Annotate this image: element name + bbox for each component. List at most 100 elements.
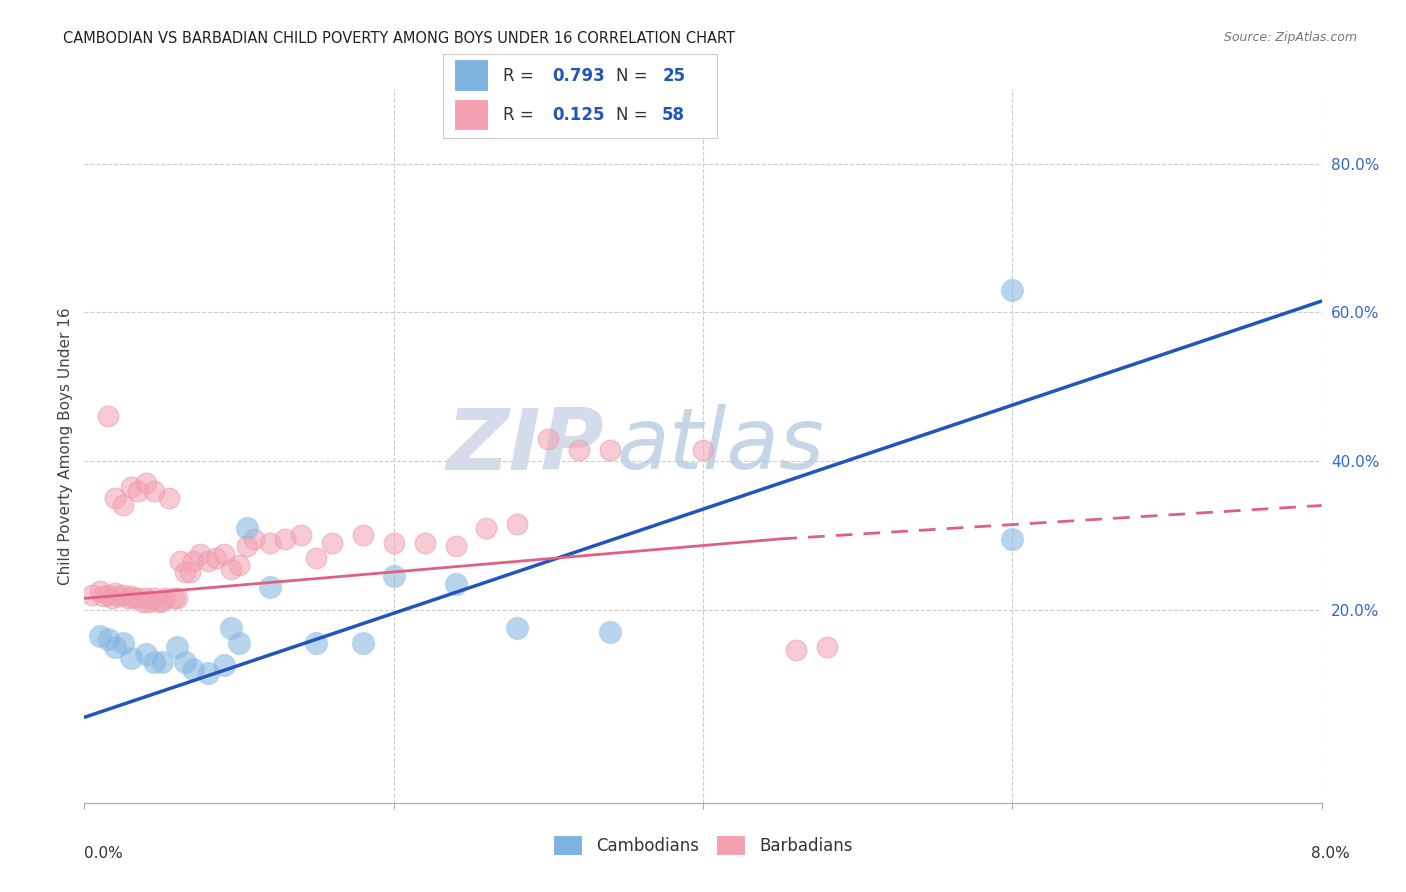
Point bbox=[785, 643, 807, 657]
FancyBboxPatch shape bbox=[454, 99, 489, 131]
Point bbox=[444, 539, 467, 553]
Legend: Cambodians, Barbadians: Cambodians, Barbadians bbox=[547, 829, 859, 863]
Point bbox=[352, 636, 374, 650]
Point bbox=[692, 442, 714, 457]
Text: 25: 25 bbox=[662, 68, 685, 86]
Point bbox=[228, 558, 250, 572]
Point bbox=[163, 591, 186, 606]
Point bbox=[274, 532, 297, 546]
Point bbox=[104, 586, 127, 600]
Point bbox=[132, 595, 155, 609]
Point bbox=[135, 476, 157, 491]
Text: CAMBODIAN VS BARBADIAN CHILD POVERTY AMONG BOYS UNDER 16 CORRELATION CHART: CAMBODIAN VS BARBADIAN CHILD POVERTY AMO… bbox=[63, 31, 735, 46]
Point bbox=[219, 562, 242, 576]
Point bbox=[197, 665, 219, 680]
Point bbox=[506, 621, 529, 635]
Point bbox=[89, 583, 111, 598]
Text: Source: ZipAtlas.com: Source: ZipAtlas.com bbox=[1223, 31, 1357, 45]
Point bbox=[112, 588, 135, 602]
FancyBboxPatch shape bbox=[454, 60, 489, 92]
Text: N =: N = bbox=[616, 106, 652, 124]
Point bbox=[104, 491, 127, 505]
Point bbox=[259, 535, 281, 549]
Point bbox=[107, 589, 129, 603]
Point bbox=[143, 483, 166, 498]
Text: 0.0%: 0.0% bbox=[84, 846, 124, 861]
Point bbox=[174, 566, 197, 580]
Point bbox=[212, 658, 235, 673]
Point bbox=[181, 554, 204, 568]
Point bbox=[228, 636, 250, 650]
Point bbox=[127, 591, 149, 606]
Text: 0.125: 0.125 bbox=[553, 106, 605, 124]
Point bbox=[305, 550, 328, 565]
Point bbox=[382, 535, 405, 549]
Point bbox=[219, 621, 242, 635]
Point bbox=[96, 632, 118, 647]
Point bbox=[153, 591, 176, 606]
Point bbox=[212, 547, 235, 561]
Text: 0.793: 0.793 bbox=[553, 68, 606, 86]
Point bbox=[259, 580, 281, 594]
Point bbox=[150, 655, 173, 669]
Point bbox=[235, 521, 259, 535]
Point bbox=[181, 662, 204, 676]
Y-axis label: Child Poverty Among Boys Under 16: Child Poverty Among Boys Under 16 bbox=[58, 307, 73, 585]
Point bbox=[169, 554, 191, 568]
Point bbox=[321, 535, 343, 549]
Point bbox=[135, 647, 157, 661]
Point bbox=[166, 640, 188, 654]
Point bbox=[243, 532, 266, 546]
Point bbox=[89, 628, 111, 642]
Point bbox=[96, 409, 118, 424]
Point bbox=[143, 655, 166, 669]
Point bbox=[104, 640, 127, 654]
Point bbox=[112, 636, 135, 650]
Point bbox=[148, 595, 170, 609]
Point bbox=[382, 569, 405, 583]
Point bbox=[120, 589, 142, 603]
Point bbox=[150, 593, 173, 607]
Text: N =: N = bbox=[616, 68, 652, 86]
Point bbox=[599, 624, 621, 639]
Point bbox=[174, 655, 197, 669]
Point bbox=[122, 591, 145, 606]
Text: R =: R = bbox=[503, 68, 540, 86]
Point bbox=[188, 547, 211, 561]
Point bbox=[1001, 532, 1024, 546]
Point bbox=[96, 588, 118, 602]
Point bbox=[537, 432, 560, 446]
Point bbox=[112, 499, 135, 513]
Point bbox=[235, 539, 259, 553]
Text: atlas: atlas bbox=[616, 404, 824, 488]
Point bbox=[815, 640, 838, 654]
Point bbox=[143, 591, 166, 606]
Text: ZIP: ZIP bbox=[446, 404, 605, 488]
Point bbox=[413, 535, 436, 549]
Point bbox=[101, 591, 124, 606]
Point bbox=[305, 636, 328, 650]
Point bbox=[197, 554, 219, 568]
Point bbox=[568, 442, 591, 457]
Text: R =: R = bbox=[503, 106, 540, 124]
Point bbox=[127, 483, 149, 498]
Text: 58: 58 bbox=[662, 106, 685, 124]
Point bbox=[91, 589, 114, 603]
Text: 8.0%: 8.0% bbox=[1310, 846, 1350, 861]
Point bbox=[290, 528, 312, 542]
Point bbox=[475, 521, 498, 535]
Point bbox=[179, 566, 201, 580]
Point bbox=[205, 550, 228, 565]
Point bbox=[117, 591, 139, 606]
Point bbox=[166, 591, 188, 606]
Point bbox=[159, 491, 180, 505]
Point bbox=[599, 442, 621, 457]
Point bbox=[138, 595, 160, 609]
Point bbox=[444, 576, 467, 591]
Point bbox=[352, 528, 374, 542]
Point bbox=[135, 591, 157, 606]
Point bbox=[1001, 283, 1024, 297]
Point bbox=[82, 588, 104, 602]
Point bbox=[506, 516, 529, 531]
Point bbox=[120, 651, 142, 665]
